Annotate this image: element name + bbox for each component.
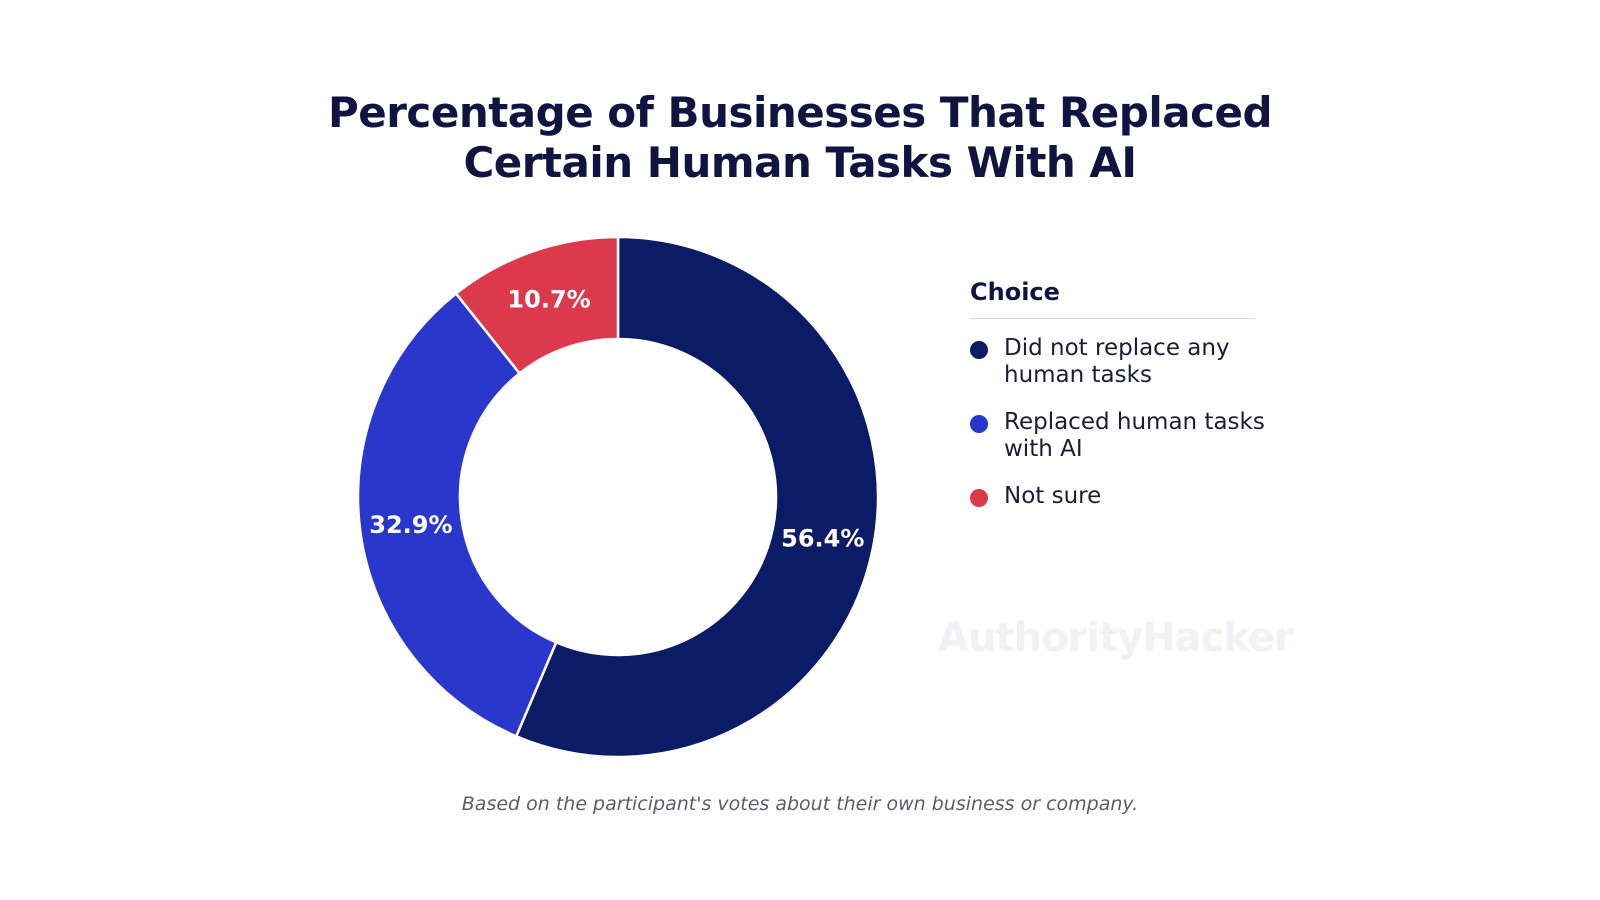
chart-title-line-1: Percentage of Businesses That Replaced: [327, 88, 1273, 137]
donut-slice-did-not-replace: [514, 235, 880, 759]
legend-dot-not-sure: [970, 489, 988, 507]
watermark-logo: AuthorityHacker: [938, 615, 1294, 661]
slice-value-label-not-sure: 10.7%: [507, 286, 590, 314]
donut-slice-replaced: [356, 291, 558, 738]
slice-value-label-replaced: 32.9%: [369, 511, 452, 539]
slice-value-label-did-not-replace: 56.4%: [781, 525, 864, 553]
chart-footnote: Based on the participant's votes about t…: [461, 793, 1139, 815]
legend-item-not-sure: Not sure: [970, 483, 1290, 510]
legend-dot-did-not-replace: [970, 341, 988, 359]
chart-legend: Choice Did not replace any human tasks R…: [970, 278, 1290, 530]
legend-dot-replaced: [970, 415, 988, 433]
legend-list: Did not replace any human tasks Replaced…: [970, 335, 1290, 510]
legend-label-not-sure: Not sure: [1004, 483, 1102, 509]
legend-item-did-not-replace: Did not replace any human tasks: [970, 335, 1290, 389]
legend-label-replaced: Replaced human tasks with AI: [1004, 409, 1265, 462]
chart-title-line-2: Certain Human Tasks With AI: [463, 138, 1137, 187]
donut-slice-not-sure: [454, 235, 620, 376]
legend-title: Choice: [970, 278, 1255, 319]
legend-label-did-not-replace: Did not replace any human tasks: [1004, 335, 1230, 388]
chart-title: Percentage of Businesses That Replaced C…: [300, 88, 1300, 188]
legend-item-replaced: Replaced human tasks with AI: [970, 409, 1290, 463]
